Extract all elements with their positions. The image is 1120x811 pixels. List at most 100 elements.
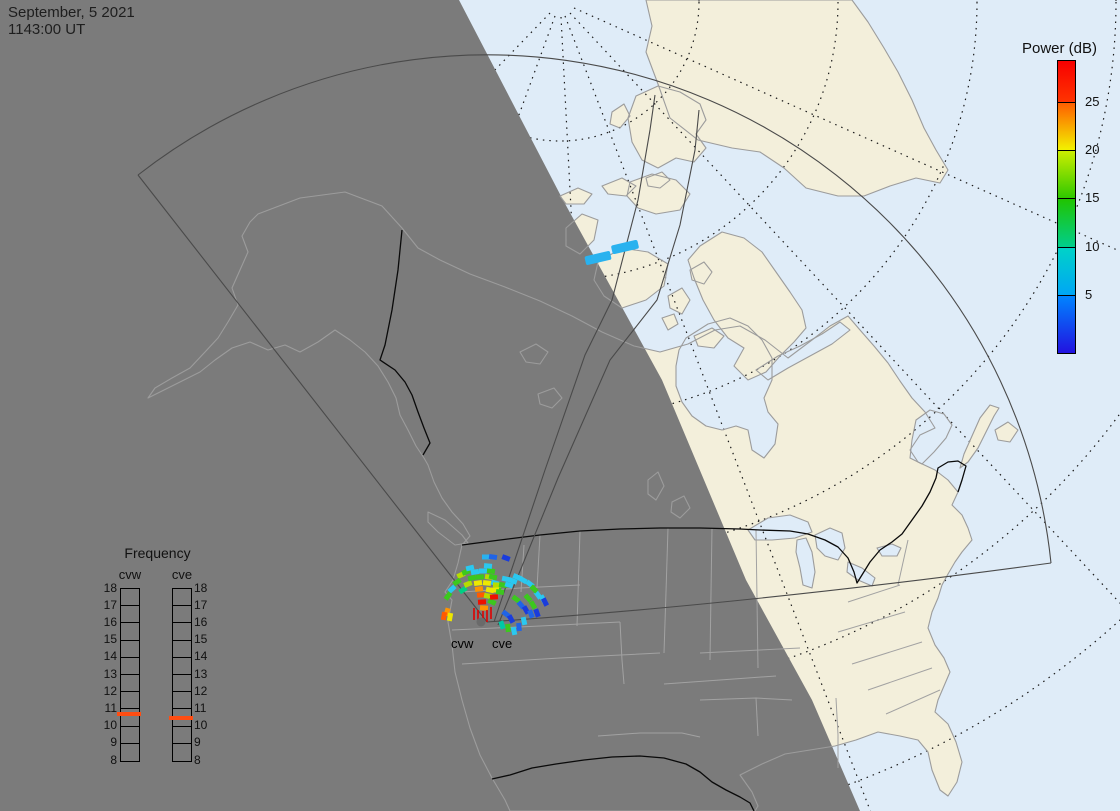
frequency-scale-value: 8: [110, 752, 117, 767]
arctic-echo-streak: [584, 251, 612, 265]
radar-echo-data: [440, 239, 639, 636]
frequency-scale-value: 15: [103, 632, 117, 647]
echo-cell: [467, 574, 477, 582]
frequency-scale-value: 16: [194, 614, 208, 629]
red-tick-mark: [486, 610, 488, 622]
echo-cell: [516, 622, 522, 632]
timestamp: September, 5 2021 1143:00 UT: [8, 4, 135, 38]
echo-cell: [511, 594, 521, 604]
frequency-scale-value: 18: [103, 580, 117, 595]
frequency-scale-value: 13: [194, 666, 208, 681]
echo-cell: [529, 584, 539, 594]
radar-site-dot: [476, 617, 486, 627]
frequency-scale-value: 10: [103, 718, 117, 733]
echo-cell: [482, 580, 492, 586]
frequency-scale-value: 15: [194, 632, 208, 647]
frequency-column-cvw: cvw: [118, 567, 142, 582]
echo-cell: [483, 563, 493, 569]
echo-cell: [482, 554, 490, 560]
red-tick-mark: [473, 608, 475, 620]
frequency-scale-value: 18: [194, 580, 208, 595]
echo-cell: [475, 574, 485, 580]
echo-cell: [458, 585, 468, 595]
colorbar-tick-label: 15: [1085, 190, 1100, 205]
echo-cell: [489, 594, 499, 600]
frequency-scale-value: 17: [194, 597, 208, 612]
echo-cell: [479, 605, 489, 611]
frequency-scale-value: 10: [194, 718, 208, 733]
colorbar-title: Power (dB): [1022, 40, 1098, 57]
echo-cell: [527, 609, 535, 619]
frequency-scale-value: 12: [194, 683, 208, 698]
frequency-scale-value: 14: [103, 649, 117, 664]
frequency-scale-value: 11: [194, 700, 207, 715]
red-tick-mark: [477, 610, 479, 622]
frequency-legend-title: Frequency: [124, 545, 191, 561]
frequency-column-cve: cve: [171, 567, 193, 582]
colorbar-bar: [1057, 60, 1076, 354]
echo-cell: [501, 575, 511, 583]
timestamp-time: 1143:00 UT: [8, 21, 86, 38]
frequency-marker-cve: [169, 715, 193, 720]
echo-cell: [474, 586, 484, 592]
echo-cell: [463, 580, 473, 588]
frequency-marker-cvw: [117, 711, 141, 716]
echo-cell: [465, 564, 475, 572]
echo-cell: [452, 577, 462, 587]
frequency-scale-value: 8: [194, 752, 201, 767]
radar-label-cvw: cvw: [451, 636, 474, 651]
power-colorbar: Power (dB) 25 20 15 10 5: [1005, 35, 1120, 365]
echo-cell: [447, 584, 457, 594]
echo-cell: [508, 577, 518, 585]
frequency-scale-value: 14: [194, 649, 208, 664]
timestamp-date: September, 5 2021: [8, 4, 135, 21]
colorbar-tick-label: 20: [1085, 142, 1100, 157]
red-tick-mark: [482, 611, 484, 623]
echo-cell: [476, 592, 486, 598]
echo-cell: [446, 612, 454, 622]
echo-cell: [498, 620, 506, 630]
frequency-scale-value: 12: [103, 683, 117, 698]
echo-cell: [440, 611, 448, 621]
echo-cell: [504, 581, 514, 589]
frequency-scale-value: 9: [194, 735, 201, 750]
country-borders: [379, 229, 967, 811]
echo-cell: [498, 581, 508, 589]
echo-cell: [495, 589, 505, 595]
frequency-bar-cvw: [120, 588, 140, 762]
echo-cell: [520, 616, 528, 626]
frequency-scale-value: 9: [110, 735, 117, 750]
echo-cell: [443, 591, 453, 601]
frequency-bar-cve: [172, 588, 192, 762]
echo-cell: [540, 597, 550, 607]
echo-cell: [488, 573, 498, 581]
colorbar-tick-label: 25: [1085, 94, 1100, 109]
us-canada-border: [461, 460, 967, 584]
echo-cell: [506, 614, 516, 624]
colorbar-tick-label: 10: [1085, 239, 1100, 254]
echo-cell: [510, 626, 518, 636]
frequency-scale-value: 16: [103, 614, 117, 629]
colorbar-tick-label: 5: [1085, 287, 1093, 302]
us-mexico-border: [491, 755, 755, 811]
red-tick-mark: [490, 607, 492, 619]
frequency-scale-value: 17: [103, 597, 117, 612]
echo-cell: [470, 568, 480, 576]
echo-cell: [533, 608, 541, 618]
echo-cell: [486, 567, 496, 575]
echo-cell: [477, 599, 487, 605]
echo-cell: [528, 600, 538, 610]
state-borders: [451, 527, 941, 768]
echo-cell: [479, 568, 487, 574]
arctic-echo-streak: [611, 239, 639, 255]
echo-cell: [473, 580, 483, 586]
echo-cell: [518, 575, 528, 585]
frequency-scale-value: 13: [103, 666, 117, 681]
echo-cell: [505, 623, 511, 633]
night-terminator-shadow: [0, 0, 860, 811]
alaska-canada-border: [379, 229, 431, 456]
frequency-scale-value: 11: [104, 700, 117, 715]
echo-cell: [488, 553, 498, 561]
echo-cell: [501, 554, 511, 562]
